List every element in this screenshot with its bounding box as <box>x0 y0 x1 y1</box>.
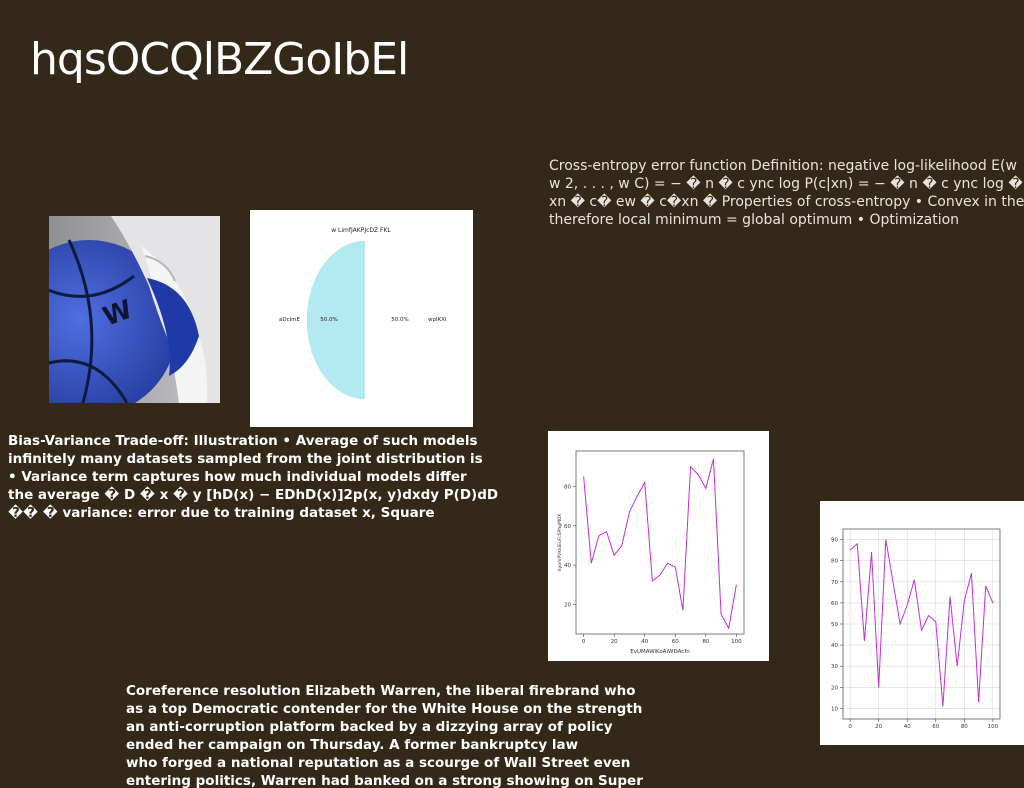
data-point-8 <box>906 604 908 606</box>
data-point-19 <box>985 585 987 587</box>
data-point-4 <box>613 554 615 556</box>
x-tick-label-100: 100 <box>731 639 742 645</box>
data-point-16 <box>705 488 707 489</box>
line-chart-2: 0 20 40 60 80 100 10 20 30 40 50 60 70 80 90 <box>831 528 1001 730</box>
data-point-9 <box>914 579 915 580</box>
data-point-16 <box>964 600 965 602</box>
data-point-2 <box>864 640 865 642</box>
y-tick-label-80: 80 <box>831 559 838 565</box>
coreference-text: Coreference resolution Elizabeth Warren,… <box>126 683 643 788</box>
data-point-7 <box>636 495 638 497</box>
y-tick-label-80: 80 <box>564 484 571 490</box>
data-point-4 <box>878 687 879 688</box>
x-axis-label: EvUMAWiKoAiWDAcfn <box>630 649 690 655</box>
data-point-6 <box>629 511 630 513</box>
bias-variance-text: Bias-Variance Trade-off: Illustration • … <box>8 433 499 521</box>
series-line <box>583 458 737 630</box>
x-tick-label-20: 20 <box>875 724 882 730</box>
data-point-10 <box>921 630 922 631</box>
x-tick-label-0: 0 <box>582 639 586 645</box>
data-point-2 <box>598 535 600 536</box>
series-line <box>849 539 994 707</box>
y-tick-label-10: 10 <box>831 706 838 712</box>
data-point-7 <box>899 623 901 625</box>
pie-chart-panel: w LimfJAKPJcDZ FKL aDclmE wpIKXl 50.0% 50.0… <box>250 210 473 427</box>
y-tick-label-40: 40 <box>831 643 838 649</box>
data-point-9 <box>652 580 653 582</box>
data-point-12 <box>935 621 937 623</box>
plot-frame <box>575 450 745 635</box>
data-point-11 <box>667 562 668 564</box>
data-point-5 <box>885 539 887 540</box>
y-tick-label-20: 20 <box>564 602 571 608</box>
pie-pct-left: 50.0% <box>320 317 337 323</box>
x-tick-label-60: 60 <box>932 724 939 730</box>
slide-title: hqsOCQlBZGoIbEl <box>30 34 409 85</box>
y-tick-label-70: 70 <box>831 580 838 586</box>
data-point-17 <box>971 573 972 574</box>
x-tick-label-100: 100 <box>988 724 999 730</box>
x-tick-label-0: 0 <box>848 724 852 730</box>
y-axis-label: hyomPVKkiEuFcSPhgMOX <box>557 514 563 572</box>
data-point-15 <box>697 474 699 475</box>
pie-slice-wpIKXl <box>307 241 365 399</box>
data-point-20 <box>736 584 737 586</box>
x-tick-label-40: 40 <box>641 639 648 645</box>
data-point-13 <box>942 706 944 707</box>
x-tick-label-80: 80 <box>702 639 709 645</box>
y-tick-label-50: 50 <box>831 622 838 628</box>
line-chart-1: 0 20 40 60 80 100 20 40 60 80 EvUMAWiKoAiWDAcfn hyo… <box>557 450 745 655</box>
line-chart-2-panel: 0 20 40 60 80 100 10 20 30 40 50 60 70 80 90 <box>820 501 1024 745</box>
pie-pct-right: 50.0% <box>391 317 408 323</box>
data-point-1 <box>856 543 858 545</box>
y-tick-label-60: 60 <box>831 601 838 607</box>
data-point-6 <box>892 581 894 583</box>
cross-entropy-text: Cross-entropy error function Definition:… <box>549 158 1024 228</box>
x-tick-label-80: 80 <box>961 724 968 730</box>
pie-chart-title: w LimfJAKPJcDZ FKL <box>331 227 391 234</box>
y-tick-label-60: 60 <box>564 524 571 530</box>
data-point-11 <box>928 615 929 616</box>
data-point-0 <box>583 476 584 477</box>
photo-graphic: W <box>49 216 220 403</box>
data-point-15 <box>956 665 958 667</box>
y-tick-label-30: 30 <box>831 664 838 670</box>
data-point-3 <box>606 531 607 532</box>
data-point-0 <box>849 549 851 551</box>
pie-label-right: wpIKXl <box>428 317 447 323</box>
x-tick-label-40: 40 <box>904 724 911 730</box>
data-point-17 <box>713 458 714 460</box>
line-chart-1-panel: 0 20 40 60 80 100 20 40 60 80 EvUMAWiKoAiWDAcfn hyo… <box>548 431 769 661</box>
y-tick-label-20: 20 <box>831 685 838 691</box>
y-tick-label-40: 40 <box>564 563 571 569</box>
data-point-1 <box>590 562 592 564</box>
y-tick-label-90: 90 <box>831 538 838 544</box>
x-tick-label-20: 20 <box>611 639 618 645</box>
data-point-20 <box>992 602 994 604</box>
data-point-13 <box>682 610 684 611</box>
data-point-12 <box>674 566 676 568</box>
x-tick-label-60: 60 <box>672 639 679 645</box>
data-point-18 <box>978 701 979 703</box>
data-point-18 <box>720 614 722 615</box>
data-point-19 <box>728 627 730 629</box>
pie-chart: w LimfJAKPJcDZ FKL aDclmE wpIKXl 50.0% 50.0… <box>279 227 447 399</box>
pie-label-left: aDclmE <box>279 317 301 323</box>
data-point-10 <box>659 574 661 576</box>
data-point-14 <box>949 596 951 597</box>
basketball-sneaker-photo: W <box>49 216 220 403</box>
data-point-8 <box>644 482 646 483</box>
data-point-14 <box>690 466 691 468</box>
data-point-3 <box>871 551 872 553</box>
data-point-5 <box>621 545 623 546</box>
